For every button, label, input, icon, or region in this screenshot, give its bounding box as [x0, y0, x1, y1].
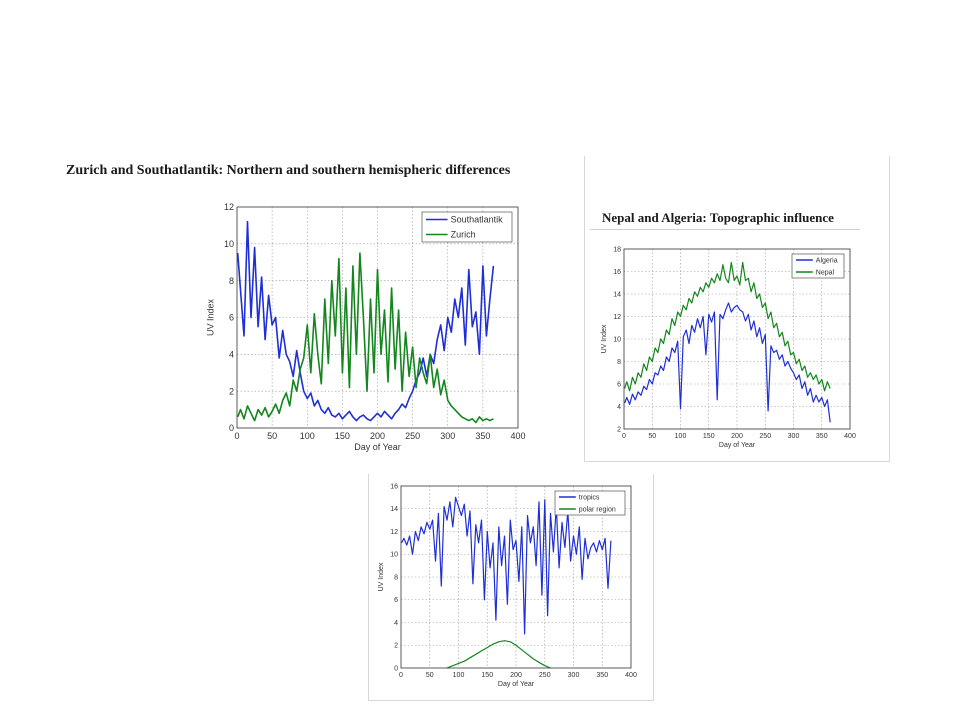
series-line-tropics — [401, 496, 612, 635]
x-tick-label: 250 — [539, 672, 551, 679]
x-tick-label: 0 — [234, 431, 239, 441]
x-tick-label: 50 — [648, 433, 656, 440]
y-tick-label: 2 — [394, 643, 398, 650]
x-tick-label: 200 — [731, 433, 743, 440]
nepal-caption: Nepal and Algeria: Topographic influence — [602, 210, 834, 225]
axes-frame — [400, 485, 632, 669]
x-tick-label: 400 — [844, 433, 856, 440]
x-tick-label: 350 — [816, 433, 828, 440]
y-tick-label: 14 — [613, 291, 621, 298]
x-tick-label: 300 — [788, 433, 800, 440]
x-tick-label: 200 — [510, 672, 522, 679]
x-tick-label: 350 — [475, 431, 490, 441]
x-tick-label: 50 — [267, 431, 277, 441]
legend-label: Zurich — [451, 230, 476, 240]
x-tick-label: 300 — [568, 672, 580, 679]
x-tick-label: 100 — [675, 433, 687, 440]
tropics-polar-chart: 0 50 100 150 200 250 300 350 400 0 2 4 6 8 10 12 14 16 Day… — [378, 483, 637, 688]
y-tick-label: 16 — [613, 269, 621, 276]
y-tick-label: 2 — [617, 426, 621, 433]
y-tick-label: 10 — [390, 552, 398, 559]
y-tick-label: 0 — [229, 423, 234, 433]
x-tick-label: 400 — [510, 431, 525, 441]
legend-box — [421, 211, 513, 243]
legend-label: polar region — [579, 506, 616, 513]
y-tick-label: 12 — [613, 314, 621, 321]
y-tick-label: 18 — [613, 246, 621, 253]
series-line-zurich — [236, 252, 494, 424]
series-line-polar-region — [446, 640, 551, 669]
y-tick-label: 10 — [224, 239, 234, 249]
x-tick-label: 250 — [405, 431, 420, 441]
x-tick-label: 50 — [426, 672, 434, 679]
x-tick-label: 150 — [335, 431, 350, 441]
y-tick-label: 6 — [394, 597, 398, 604]
y-tick-label: 12 — [390, 529, 398, 536]
x-tick-label: 0 — [399, 672, 403, 679]
y-axis-label: UV Index — [601, 324, 608, 353]
y-tick-label: 4 — [229, 349, 234, 359]
y-tick-label: 4 — [617, 404, 621, 411]
legend-label: Algeria — [816, 257, 838, 264]
y-tick-label: 8 — [617, 359, 621, 366]
y-tick-label: 12 — [224, 202, 234, 212]
y-tick-label: 6 — [229, 313, 234, 323]
y-axis-label: UV Index — [378, 562, 385, 591]
x-tick-label: 0 — [622, 433, 626, 440]
x-axis-label: Day of Year — [354, 442, 401, 452]
x-tick-label: 100 — [453, 672, 465, 679]
y-tick-label: 6 — [617, 381, 621, 388]
x-tick-label: 300 — [440, 431, 455, 441]
x-tick-label: 200 — [370, 431, 385, 441]
y-axis-label: UV Index — [206, 298, 216, 336]
axes-frame — [236, 206, 519, 429]
nepal-algeria-chart: 0 50 100 150 200 250 300 350 400 2 4 6 8 10 12 14 16 18 Da… — [601, 246, 856, 449]
legend-label: Southatlantik — [451, 215, 504, 225]
y-tick-label: 2 — [229, 386, 234, 396]
nepal-caption-divider — [590, 229, 860, 230]
series-line-nepal — [624, 261, 831, 392]
x-tick-label: 250 — [759, 433, 771, 440]
legend-box — [791, 253, 845, 279]
series-line-southatlantik — [236, 220, 495, 422]
x-axis-label: Day of Year — [498, 681, 535, 688]
x-tick-label: 100 — [300, 431, 315, 441]
axes-frame — [623, 248, 851, 430]
y-tick-label: 8 — [394, 574, 398, 581]
zurich-southatlantik-chart: 0 50 100 150 200 250 300 350 400 0 2 4 6 8 10 12 Day of … — [206, 202, 526, 452]
legend-label: Nepal — [816, 269, 835, 276]
legend-label: tropics — [579, 494, 600, 501]
x-tick-label: 350 — [596, 672, 608, 679]
x-axis-label: Day of Year — [719, 442, 756, 449]
y-tick-label: 0 — [394, 665, 398, 672]
x-tick-label: 150 — [481, 672, 493, 679]
x-tick-label: 150 — [703, 433, 715, 440]
zurich-caption: Zurich and Southatlantik: Northern and s… — [66, 163, 511, 178]
y-tick-label: 16 — [390, 483, 398, 490]
legend-box — [554, 490, 626, 516]
y-tick-label: 8 — [229, 276, 234, 286]
y-tick-label: 14 — [390, 506, 398, 513]
y-tick-label: 10 — [613, 336, 621, 343]
x-tick-label: 400 — [625, 672, 637, 679]
y-tick-label: 4 — [394, 620, 398, 627]
series-line-algeria — [624, 302, 831, 423]
